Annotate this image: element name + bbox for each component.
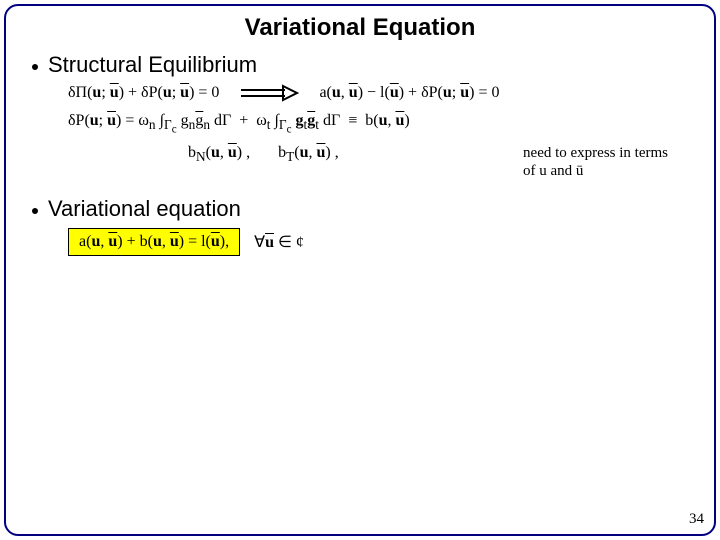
bullet-text: Structural Equilibrium [48, 52, 257, 78]
equation-row-1: δΠ(u; u) + δP(u; u) = 0 a(u, u) − l(u) +… [32, 84, 688, 102]
boxed-equation-row: a(u, u) + b(u, u) = l(u), ∀u ∈ ¢ [32, 228, 688, 256]
note-line-1: need to express in terms [523, 144, 668, 162]
equation-integral-text: δP(u; u) = ωn ∫Γc gngn dΓ + ωt ∫Γc gtgt … [68, 112, 410, 129]
note-line-2: of u and ū [523, 162, 668, 180]
sub-bilinear-forms: bN(u, u) , bT(u, u) , [68, 144, 339, 165]
equation-delta-pi: δΠ(u; u) + δP(u; u) = 0 [68, 84, 219, 102]
bullet-variational-equation: Variational equation [32, 196, 688, 222]
bullet-dot-icon [32, 208, 38, 214]
equation-delta-p-integral: δP(u; u) = ωn ∫Γc gngn dΓ + ωt ∫Γc gtgt … [32, 112, 688, 136]
bullet-dot-icon [32, 64, 38, 70]
equation-a-minus-l: a(u, u) − l(u) + δP(u; u) = 0 [319, 84, 499, 102]
bullet-text: Variational equation [48, 196, 241, 222]
bullet-structural-equilibrium: Structural Equilibrium [32, 52, 688, 78]
page-number: 34 [689, 511, 704, 528]
forall-condition: ∀u ∈ ¢ [254, 232, 304, 252]
subforms-and-note-row: bN(u, u) , bT(u, u) , need to express in… [32, 144, 688, 180]
slide-frame: Variational Equation Structural Equilibr… [4, 4, 716, 536]
implies-arrow-icon [239, 84, 299, 102]
slide-title: Variational Equation [32, 14, 688, 42]
boxed-variational-equation: a(u, u) + b(u, u) = l(u), [68, 228, 240, 256]
note-text: need to express in terms of u and ū [523, 144, 688, 180]
